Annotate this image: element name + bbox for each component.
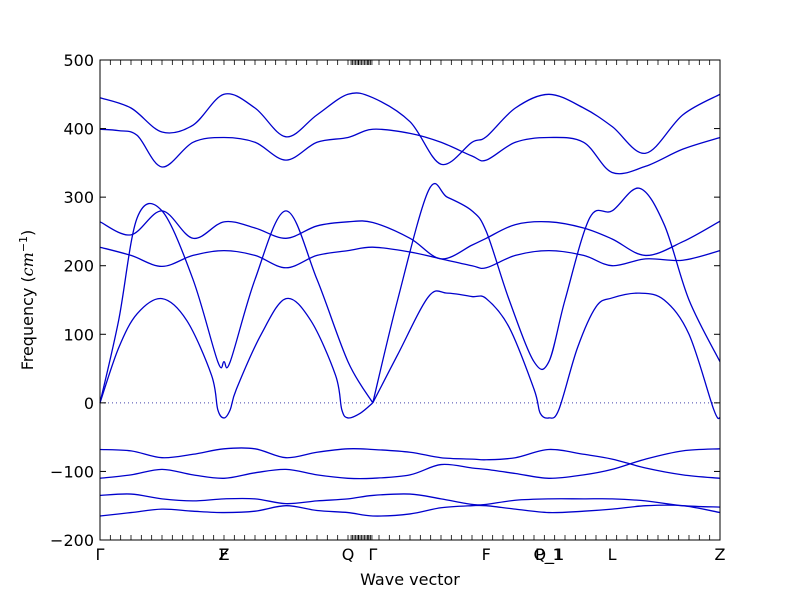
phonon-branch-1 [99, 92, 721, 166]
x-tick-label: Z [715, 545, 726, 564]
y-tick-label: −200 [50, 531, 94, 550]
x-axis-label: Wave vector [360, 570, 460, 589]
phonon-branch-8 [372, 290, 721, 420]
x-tick-label: F [219, 545, 228, 564]
phonon-branch-11 [99, 493, 721, 508]
phonon-branch-7 [99, 297, 374, 419]
x-tick-label: F [482, 545, 491, 564]
y-axis: −200 −100 0 100 200 300 400 500 [50, 51, 720, 550]
plot-frame [99, 59, 721, 541]
phonon-branch-12 [99, 504, 721, 517]
x-tick-label: P_1 [535, 545, 563, 565]
x-tick-label: Γ [368, 545, 377, 564]
x-tick-label: Z [219, 545, 230, 564]
phonon-branch-10 [99, 448, 721, 480]
y-axis-label-text: Frequency [18, 288, 37, 371]
plot-area [99, 92, 721, 517]
phonon-branch-3 [99, 210, 721, 260]
y-tick-label: 0 [84, 394, 94, 413]
y-tick-label: 500 [63, 51, 94, 70]
y-tick-label: −100 [50, 462, 94, 481]
x-axis: Γ FZ Q Γ F P_1Q_1 L Z [96, 60, 726, 565]
y-tick-label: 400 [63, 120, 94, 139]
phonon-branch-9 [99, 447, 721, 479]
x-tick-label: Q_1 [533, 545, 564, 565]
y-tick-label: 200 [63, 257, 94, 276]
phonon-branch-5 [99, 202, 374, 404]
phonon-branch-6 [372, 182, 721, 404]
x-tick-label: Γ [96, 545, 105, 564]
y-tick-label: 100 [63, 325, 94, 344]
x-tick-label: L [608, 545, 617, 564]
y-axis-unit-exponent: −1 [17, 236, 30, 252]
y-axis-label: Frequency (cm−1) [17, 230, 38, 371]
y-tick-label: 300 [63, 188, 94, 207]
x-tick-label: Q [342, 545, 355, 564]
phonon-branch-2 [99, 128, 721, 175]
y-axis-unit: cm [18, 252, 37, 276]
